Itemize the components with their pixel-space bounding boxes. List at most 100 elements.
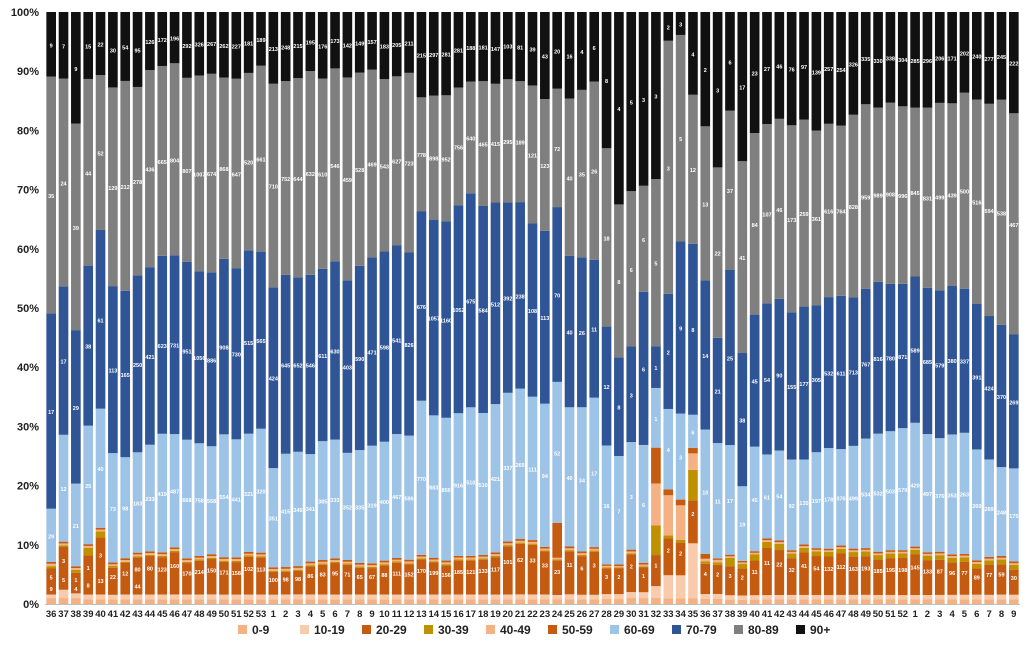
bar-segment-20-29 xyxy=(601,568,612,595)
y-tick-label: 100% xyxy=(11,7,39,19)
bar-data-label: 6 xyxy=(691,430,694,436)
bar-segment-60-69 xyxy=(453,413,464,556)
bar-segment-70-79 xyxy=(836,295,846,450)
bar-segment-70-79 xyxy=(737,353,748,487)
bar-segment-40-49 xyxy=(959,555,970,558)
bar-segment-20-29 xyxy=(379,565,390,595)
bar-segment-70-79 xyxy=(614,357,624,456)
bar-segment-20-29 xyxy=(391,562,402,595)
bar-data-label: 424 xyxy=(985,387,995,393)
bar-segment-60-69 xyxy=(873,433,883,552)
bar-segment-60-69 xyxy=(416,400,427,555)
bar-data-label: 1 xyxy=(654,366,657,372)
bar-segment-50-59 xyxy=(280,567,291,569)
bar-segment-70-79 xyxy=(404,252,414,436)
bar-segment-40-49 xyxy=(626,551,637,554)
bar-data-label: 195 xyxy=(306,41,315,47)
bar-data-label: 71 xyxy=(344,573,350,579)
bar-segment-30-39 xyxy=(367,566,377,569)
x-tick-label: 48 xyxy=(848,609,859,620)
bar-segment-20-29 xyxy=(577,556,587,595)
bar-segment-20-29 xyxy=(503,546,513,595)
bar-segment-60-69 xyxy=(428,415,439,558)
bar-data-label: 170 xyxy=(182,572,191,578)
bar-segment-50-59 xyxy=(108,562,118,565)
bar-segment-10-19 xyxy=(996,594,1007,600)
bar-segment-50-59 xyxy=(441,560,451,563)
bar-segment-80-89 xyxy=(157,65,168,256)
bar-data-label: 471 xyxy=(367,351,376,357)
bar-segment-90plus xyxy=(330,12,340,69)
bar-segment-70-79 xyxy=(762,303,772,455)
bar-segment-80-89 xyxy=(71,123,81,331)
bar-data-label: 2 xyxy=(716,573,719,579)
bar-segment-30-39 xyxy=(552,559,562,561)
bar-data-label: 6 xyxy=(593,46,596,52)
bar-segment-50-59 xyxy=(256,552,266,555)
bar-data-label: 248 xyxy=(997,511,1006,517)
bar-data-label: 285 xyxy=(910,59,919,65)
bar-segment-60-69 xyxy=(922,434,933,553)
bar-segment-10-19 xyxy=(157,594,168,600)
bar-segment-80-89 xyxy=(305,71,316,275)
bar-data-label: 26 xyxy=(579,331,585,337)
bar-data-label: 70 xyxy=(554,293,560,299)
bar-segment-40-49 xyxy=(145,553,155,555)
bar-data-label: 111 xyxy=(528,467,537,473)
bar-segment-80-89 xyxy=(564,98,575,256)
bar-data-label: 2 xyxy=(741,575,744,581)
bar-data-label: 616 xyxy=(824,209,833,215)
bar-data-label: 165 xyxy=(121,373,130,379)
bar-segment-20-29 xyxy=(231,562,242,595)
bar-data-label: 730 xyxy=(232,353,241,359)
legend-label: 40-49 xyxy=(500,623,531,637)
bar-segment-20-29 xyxy=(441,565,451,595)
bar-segment-40-49 xyxy=(416,556,427,559)
bar-segment-0-9 xyxy=(503,599,513,604)
bar-segment-0-9 xyxy=(169,599,180,604)
bar-segment-50-59 xyxy=(762,538,772,541)
bar-segment-40-49 xyxy=(330,560,340,562)
bar-data-label: 23 xyxy=(554,570,560,576)
bar-data-label: 12 xyxy=(603,385,609,391)
bar-segment-50-59 xyxy=(95,527,106,530)
bar-segment-20-29 xyxy=(614,568,624,595)
bar-segment-50-59 xyxy=(675,499,686,506)
bar-segment-50-59 xyxy=(934,551,945,554)
bar-segment-30-39 xyxy=(354,566,365,568)
bar-segment-0-9 xyxy=(774,599,785,604)
bar-data-label: 34 xyxy=(579,478,586,484)
bar-segment-50-59 xyxy=(774,540,785,543)
bar-segment-30-39 xyxy=(873,555,883,560)
bar-data-label: 1 xyxy=(87,566,90,572)
bar-segment-70-79 xyxy=(774,298,785,451)
x-tick-label: 39 xyxy=(737,609,748,620)
x-tick-label: 49 xyxy=(860,609,871,620)
bar-segment-60-69 xyxy=(108,453,118,563)
bar-segment-90plus xyxy=(293,12,303,79)
bar-segment-30-39 xyxy=(391,561,402,563)
bar-data-label: 9 xyxy=(74,67,77,73)
x-tick-label: 46 xyxy=(169,609,180,620)
bar-segment-80-89 xyxy=(428,95,439,220)
bar-segment-60-69 xyxy=(934,438,945,552)
bar-data-label: 541 xyxy=(392,339,401,345)
bar-segment-60-69 xyxy=(342,452,353,560)
bar-segment-60-69 xyxy=(675,413,686,500)
bar-segment-40-49 xyxy=(922,553,933,556)
bar-data-label: 594 xyxy=(985,209,995,215)
bar-segment-90plus xyxy=(441,12,451,96)
bar-segment-10-19 xyxy=(206,594,217,600)
bar-data-label: 4 xyxy=(704,572,708,578)
bar-data-label: 262 xyxy=(219,44,228,50)
bar-segment-20-29 xyxy=(848,556,859,595)
bar-segment-80-89 xyxy=(330,68,340,262)
bar-segment-30-39 xyxy=(280,570,291,572)
x-axis: 36 37 38 39 40 41 42 43 44 45 46 47 48 49 50 51 52 53 1 2 3 4… xyxy=(45,604,1020,620)
bar-segment-30-39 xyxy=(169,550,180,553)
bar-data-label: 3 xyxy=(716,89,719,95)
bar-segment-90plus xyxy=(157,12,168,66)
bar-segment-20-29 xyxy=(947,562,957,595)
bar-segment-70-79 xyxy=(799,306,809,460)
bar-segment-0-9 xyxy=(737,599,748,604)
